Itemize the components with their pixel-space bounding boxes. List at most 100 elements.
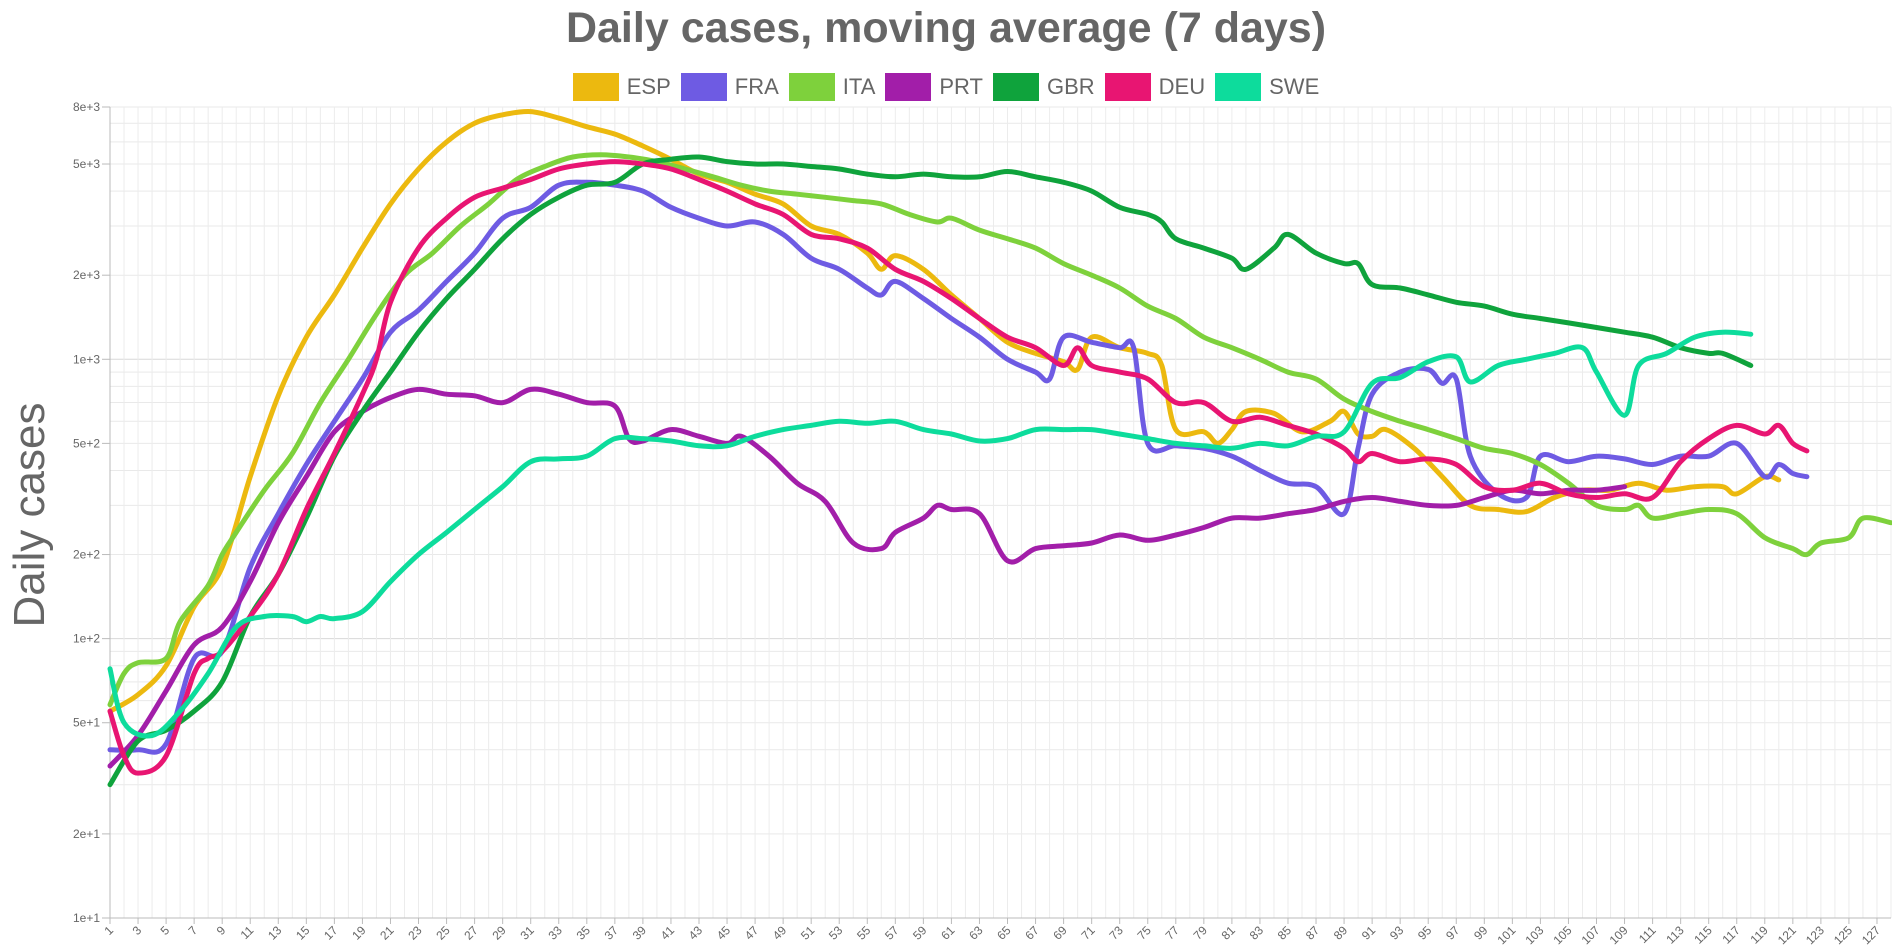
x-tick-label: 113 — [1663, 923, 1687, 946]
series-line-gbr — [107, 154, 1754, 788]
x-tick-label: 65 — [994, 923, 1014, 943]
legend-label-fra: FRA — [734, 74, 779, 99]
x-tick-label: 115 — [1691, 923, 1715, 946]
legend-swatch-fra — [680, 73, 727, 101]
x-tick-label: 89 — [1331, 923, 1351, 943]
x-tick-label: 109 — [1607, 923, 1631, 946]
legend-label-deu: DEU — [1158, 74, 1206, 99]
x-tick-label: 105 — [1551, 923, 1575, 946]
x-tick-label: 73 — [1106, 923, 1126, 943]
x-tick-label: 85 — [1275, 923, 1295, 943]
x-tick-label: 83 — [1247, 923, 1267, 943]
x-tick-label: 39 — [630, 923, 650, 943]
x-tick-label: 125 — [1831, 923, 1855, 946]
legend-label-swe: SWE — [1269, 74, 1320, 99]
x-tick-label: 117 — [1719, 923, 1743, 946]
x-tick-label: 21 — [377, 923, 397, 943]
x-tick-label: 45 — [714, 923, 734, 943]
x-tick-label: 9 — [214, 923, 229, 938]
series-lines — [107, 109, 1892, 788]
x-tick-label: 27 — [461, 923, 481, 943]
legend-item-gbr[interactable]: GBR — [992, 73, 1095, 101]
legend-item-prt[interactable]: PRT — [885, 73, 983, 101]
series-line-prt — [107, 386, 1628, 769]
x-tick-label: 15 — [293, 923, 313, 943]
chart-title: Daily cases, moving average (7 days) — [565, 4, 1327, 52]
x-tick-label: 79 — [1191, 923, 1211, 943]
x-tick-label: 17 — [321, 923, 341, 943]
series-line-ita — [107, 152, 1892, 708]
legend-item-deu[interactable]: DEU — [1104, 73, 1206, 101]
x-tick-label: 103 — [1522, 923, 1546, 946]
y-tick-label: 2e+2 — [73, 548, 100, 562]
x-tick-label: 23 — [405, 923, 425, 943]
legend-item-esp[interactable]: ESP — [572, 73, 671, 101]
x-tick-label: 3 — [130, 923, 145, 938]
x-tick-label: 13 — [265, 923, 285, 943]
y-tick-label: 5e+3 — [73, 157, 100, 171]
y-tick-label: 5e+1 — [73, 716, 100, 730]
legend-swatch-deu — [1104, 73, 1151, 101]
x-tick-label: 127 — [1859, 923, 1883, 946]
y-tick-label: 1e+2 — [73, 632, 100, 646]
x-tick-label: 49 — [770, 923, 790, 943]
y-tick-label: 8e+3 — [73, 100, 100, 114]
legend-label-gbr: GBR — [1046, 74, 1095, 99]
x-tick-label: 81 — [1219, 923, 1239, 943]
x-tick-label: 41 — [658, 923, 678, 943]
x-tick-label: 7 — [186, 923, 201, 938]
x-tick-label: 57 — [882, 923, 902, 943]
series-line-deu — [107, 159, 1810, 776]
y-tick-label: 2e+3 — [73, 268, 100, 282]
x-tick-label: 95 — [1415, 923, 1435, 943]
legend-item-ita[interactable]: ITA — [788, 73, 876, 101]
x-tick-label: 59 — [910, 923, 930, 943]
axes: 1e+1 2e+1 5e+1 1e+2 2e+2 5e+2 1e+3 2e+3 5e+3 8e+3… — [73, 100, 1891, 946]
x-tick-label: 47 — [742, 923, 762, 943]
x-tick-label: 35 — [574, 923, 594, 943]
y-tick-label: 1e+1 — [73, 911, 100, 925]
y-tick-label: 2e+1 — [73, 827, 100, 841]
legend-swatch-esp — [572, 73, 619, 101]
legend: ESP FRA ITA PRT GBR DEU SWE — [0, 73, 1892, 101]
x-tick-label: 63 — [966, 923, 986, 943]
x-tick-label: 51 — [798, 923, 818, 943]
series-line-esp — [107, 109, 1782, 714]
grid — [109, 106, 1892, 919]
x-tick-label: 5 — [158, 923, 173, 938]
x-tick-label: 101 — [1494, 923, 1518, 946]
x-tick-label: 11 — [238, 923, 257, 942]
x-tick-label: 99 — [1471, 923, 1491, 943]
x-tick-label: 37 — [602, 923, 622, 943]
legend-swatch-prt — [885, 73, 932, 101]
legend-item-fra[interactable]: FRA — [680, 73, 779, 101]
legend-swatch-gbr — [992, 73, 1039, 101]
legend-item-swe[interactable]: SWE — [1215, 73, 1319, 101]
x-tick-label: 43 — [686, 923, 706, 943]
y-tick-label: 1e+3 — [73, 352, 100, 366]
x-tick-label: 111 — [1636, 923, 1659, 946]
x-tick-label: 33 — [546, 923, 566, 943]
x-tick-label: 55 — [854, 923, 874, 943]
x-tick-label: 61 — [938, 923, 958, 943]
legend-swatch-ita — [788, 73, 835, 101]
x-tick-label: 69 — [1050, 923, 1070, 943]
legend-label-ita: ITA — [842, 74, 876, 99]
x-tick-label: 123 — [1803, 923, 1827, 946]
x-tick-label: 1 — [101, 923, 116, 938]
series-line-fra — [107, 179, 1810, 755]
x-tick-label: 19 — [349, 923, 369, 943]
legend-swatch-swe — [1215, 73, 1262, 101]
series-line-swe — [107, 329, 1754, 739]
x-tick-label: 91 — [1359, 923, 1379, 943]
x-tick-label: 29 — [489, 923, 509, 943]
x-tick-label: 25 — [433, 923, 453, 943]
x-tick-label: 119 — [1747, 923, 1771, 946]
x-tick-label: 77 — [1163, 923, 1183, 943]
x-tick-label: 107 — [1579, 923, 1603, 946]
x-tick-label: 93 — [1387, 923, 1407, 943]
y-tick-label: 5e+2 — [73, 436, 100, 450]
legend-label-esp: ESP — [626, 74, 671, 99]
x-tick-label: 87 — [1303, 923, 1323, 943]
